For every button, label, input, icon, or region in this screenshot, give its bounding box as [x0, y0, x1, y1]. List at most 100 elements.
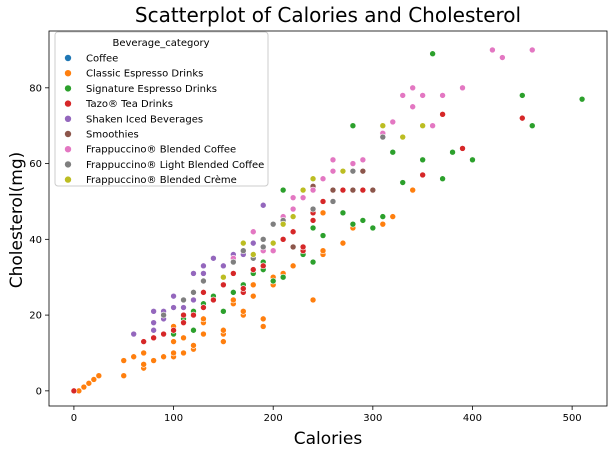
data-point	[419, 156, 426, 164]
data-point	[220, 338, 227, 345]
data-point	[180, 319, 187, 326]
data-point	[160, 330, 167, 338]
data-point	[249, 251, 257, 258]
legend-label: Signature Espresso Drinks	[86, 84, 217, 95]
data-point	[319, 232, 327, 239]
data-point	[170, 292, 177, 300]
data-point	[419, 92, 426, 99]
data-point	[249, 228, 257, 236]
data-point	[409, 84, 416, 92]
legend-label: Frappuccino® Blended Crème	[86, 174, 237, 186]
data-point	[279, 273, 287, 281]
data-point	[399, 133, 407, 141]
axes-frame	[48, 30, 608, 407]
data-point	[200, 262, 207, 270]
data-point	[240, 308, 247, 315]
data-point	[309, 186, 317, 194]
data-point	[230, 296, 237, 304]
legend-label: Frappuccino® Blended Coffee	[86, 145, 236, 156]
data-point	[319, 175, 327, 183]
data-point	[329, 198, 337, 205]
y-tick-label: 40	[29, 235, 42, 246]
y-tick-label: 20	[29, 311, 42, 322]
data-point	[409, 103, 416, 111]
legend-marker	[64, 160, 72, 169]
legend-title: Beverage_category	[112, 38, 209, 49]
data-point	[150, 357, 157, 364]
data-point	[279, 186, 287, 194]
data-point	[399, 92, 407, 99]
data-point	[210, 296, 217, 304]
x-tick-label: 300	[363, 413, 382, 424]
data-point	[359, 156, 367, 164]
data-point	[249, 266, 257, 273]
data-point	[339, 239, 347, 247]
data-point	[130, 353, 137, 361]
data-point	[399, 179, 407, 186]
data-point	[289, 205, 297, 213]
data-point	[249, 239, 257, 247]
data-point	[289, 194, 297, 201]
x-tick-label: 400	[463, 413, 482, 424]
data-point	[190, 326, 197, 334]
data-point	[200, 330, 207, 338]
data-point	[379, 220, 387, 228]
data-point	[160, 311, 167, 319]
data-point	[190, 342, 197, 349]
data-point	[150, 334, 157, 342]
data-point	[349, 122, 357, 129]
series-group	[70, 111, 526, 395]
data-point	[85, 379, 93, 387]
data-point	[150, 308, 157, 315]
data-point	[150, 326, 157, 334]
data-point	[519, 114, 526, 122]
data-point	[339, 209, 347, 217]
data-point	[528, 122, 536, 129]
data-point	[489, 46, 496, 54]
legend-label: Classic Espresso Drinks	[86, 69, 203, 80]
data-point	[379, 213, 387, 220]
data-point	[259, 236, 267, 243]
data-point	[269, 277, 277, 285]
data-point	[459, 145, 466, 152]
data-point	[200, 270, 207, 277]
data-point	[459, 84, 466, 92]
data-point	[70, 387, 78, 395]
data-point	[419, 122, 426, 129]
data-point	[120, 372, 128, 379]
data-point	[379, 122, 387, 129]
data-point	[249, 281, 257, 289]
data-point	[200, 315, 207, 323]
data-point	[449, 148, 456, 156]
data-point	[220, 262, 227, 270]
data-point	[469, 156, 476, 164]
legend-marker	[64, 84, 72, 93]
data-point	[339, 167, 347, 175]
data-point	[230, 289, 237, 296]
data-point	[359, 217, 367, 224]
data-point	[528, 46, 536, 54]
data-point	[499, 54, 506, 61]
data-point	[220, 281, 227, 289]
data-point	[170, 326, 177, 334]
data-point	[180, 334, 187, 342]
data-point	[309, 224, 317, 232]
data-point	[289, 262, 297, 270]
chart-title: Scatterplot of Calories and Cholesterol	[135, 3, 521, 27]
data-point	[80, 383, 88, 391]
legend-box	[54, 31, 269, 187]
x-tick-label: 100	[164, 413, 183, 424]
data-point	[269, 239, 277, 247]
series-group	[289, 167, 377, 251]
data-point	[180, 311, 187, 319]
y-tick-label: 0	[36, 386, 42, 397]
data-point	[389, 148, 397, 156]
data-point	[349, 186, 357, 194]
data-point	[259, 243, 267, 251]
x-tick-label: 500	[563, 413, 582, 424]
x-tick-label: 0	[71, 413, 77, 424]
legend: Beverage_category Coffee Classic Espresso…	[54, 31, 269, 187]
data-point	[359, 167, 367, 175]
data-point	[180, 296, 187, 304]
data-point	[349, 167, 357, 175]
